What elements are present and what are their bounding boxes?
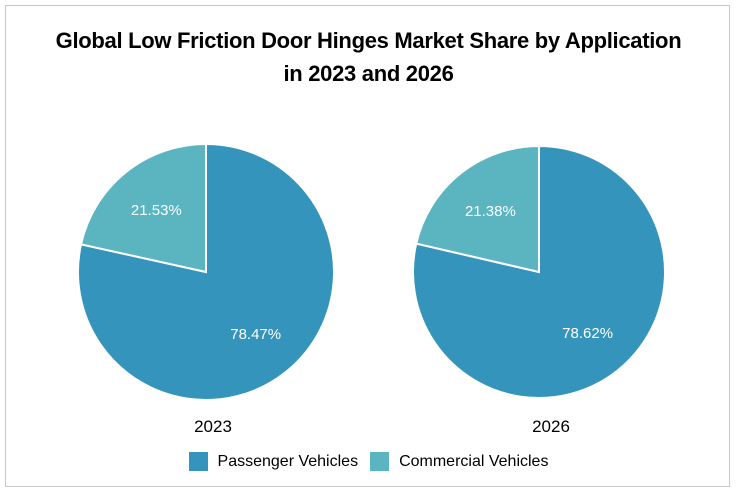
data-label-commercial-vehicles-2023: 21.53% — [131, 202, 182, 219]
legend-item-commercial-vehicles[interactable]: Commercial Vehicles — [370, 452, 548, 471]
data-label-commercial-vehicles-2026: 21.38% — [465, 203, 516, 220]
legend-swatch-passenger-vehicles — [188, 452, 208, 471]
pie-label-2023: 2023 — [194, 417, 232, 436]
legend-label-commercial-vehicles: Commercial Vehicles — [399, 452, 549, 470]
legend: Passenger Vehicles Commercial Vehicles — [0, 452, 737, 471]
chart-title: Global Low Friction Door Hinges Market S… — [0, 24, 737, 90]
pie-slice-commercial-vehicles-2026[interactable] — [415, 144, 540, 274]
legend-label-passenger-vehicles: Passenger Vehicles — [217, 452, 359, 470]
legend-swatch-commercial-vehicles — [370, 452, 390, 471]
pie-slice-passenger-vehicles-2023[interactable] — [77, 142, 335, 401]
pie-chart-2026: 78.62% 21.38% — [412, 144, 666, 399]
legend-item-passenger-vehicles[interactable]: Passenger Vehicles — [188, 452, 359, 471]
pie-slice-passenger-vehicles-2026[interactable] — [412, 144, 666, 399]
chart-title-line-1: Global Low Friction Door Hinges Market S… — [55, 28, 682, 53]
data-label-passenger-vehicles-2026: 78.62% — [562, 325, 613, 342]
chart-title-line-2: in 2023 and 2026 — [283, 61, 454, 86]
data-label-passenger-vehicles-2023: 78.47% — [230, 326, 281, 343]
pie-chart-2023: 78.47% 21.53% — [77, 142, 335, 401]
pie-slice-commercial-vehicles-2023[interactable] — [79, 142, 207, 274]
pie-label-2026: 2026 — [532, 417, 570, 436]
